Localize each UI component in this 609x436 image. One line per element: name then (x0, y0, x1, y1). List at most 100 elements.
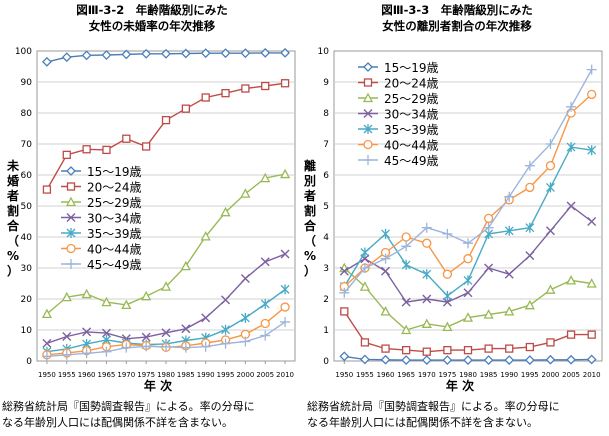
left-x-axis-label: 年 次 (144, 378, 172, 393)
right-data-point (339, 266, 349, 276)
right-y-tick-label: 1 (323, 326, 329, 336)
right-y-tick-label: 6 (323, 171, 329, 181)
left-data-point (260, 330, 271, 341)
right-data-point (380, 354, 391, 365)
right-x-tick-label: 1990 (500, 371, 518, 379)
right-series-7 (339, 64, 597, 298)
right-data-point (587, 89, 597, 100)
right-line-chart: 0 1 2 3 4 5 6 7 8 9 10 1950 1955 1960 1965 1970 1975 1980… (303, 47, 603, 393)
left-x-tick-label: 1965 (98, 371, 116, 379)
left-data-point (260, 298, 270, 309)
left-y-tick-label: 40 (21, 233, 33, 243)
left-data-point (220, 338, 231, 349)
left-data-point (240, 312, 250, 323)
right-data-point (463, 275, 473, 286)
right-data-point (421, 222, 432, 233)
right-y-tick-label: 0 (323, 357, 329, 367)
left-legend-item: 45～49歳 (61, 258, 142, 272)
left-legend-label: 20～24歳 (87, 181, 142, 195)
right-x-tick-label: 1965 (397, 371, 415, 379)
left-y-tick-label: 30 (21, 264, 33, 274)
right-x-tick-label: 1975 (438, 371, 456, 379)
left-legend-label: 30～34歳 (87, 212, 142, 226)
right-data-point (463, 345, 473, 355)
left-source-note-line1: 総務省統計局『国勢調査報告』による。率の分母に (2, 400, 255, 413)
right-data-point (339, 351, 350, 362)
left-data-point (160, 281, 172, 291)
left-data-point (101, 50, 112, 60)
right-data-point (442, 355, 453, 365)
left-data-point (240, 274, 250, 284)
right-x-tick-label: 1980 (459, 371, 477, 379)
left-series-4 (42, 249, 290, 348)
left-x-tick-label: 2005 (256, 371, 274, 379)
right-data-point (483, 309, 494, 319)
left-x-tick-label: 2010 (276, 371, 294, 379)
right-data-point (524, 355, 535, 365)
left-data-point (221, 295, 231, 305)
right-data-point (421, 355, 432, 365)
right-data-point (484, 263, 494, 273)
left-data-point (220, 206, 231, 217)
left-data-point (280, 249, 290, 259)
right-legend-label: 15～19歳 (384, 61, 439, 75)
right-data-point (546, 338, 555, 347)
left-legend-label: 25～29歳 (87, 196, 142, 210)
left-data-point (261, 81, 270, 91)
left-data-point (240, 188, 251, 198)
right-legend-item: 30～34歳 (358, 108, 439, 122)
right-data-point (381, 266, 391, 276)
left-data-point (141, 48, 152, 59)
right-data-point (442, 290, 452, 301)
left-x-tick-label: 1985 (177, 371, 195, 379)
right-data-point (463, 238, 473, 249)
left-legend-item: 20～24歳 (61, 181, 142, 195)
left-y-tick-label: 50 (21, 202, 33, 212)
right-y-tick-label: 4 (323, 233, 329, 243)
left-y-tick-label: 70 (21, 140, 33, 150)
right-data-point (380, 253, 391, 264)
left-data-point (61, 291, 72, 302)
left-chart-title-line1: 図Ⅲ-3-2 年齢階級別にみた (76, 3, 228, 17)
left-data-point (180, 48, 191, 59)
right-data-point (463, 288, 473, 298)
right-data-point (586, 64, 597, 75)
right-x-tick-label: 1995 (521, 371, 539, 379)
right-data-point (504, 191, 515, 202)
right-data-point (422, 347, 431, 356)
left-series-7 (41, 316, 291, 362)
right-data-point (566, 142, 576, 153)
right-legend-marker (363, 139, 373, 150)
right-data-point (463, 254, 473, 264)
left-data-point (81, 288, 92, 299)
right-data-point (360, 338, 370, 347)
right-data-point (443, 345, 452, 355)
left-data-point (142, 142, 151, 151)
right-series-4 (339, 201, 597, 307)
right-data-point (422, 294, 432, 304)
left-data-point (280, 79, 290, 88)
right-x-tick-label: 2005 (562, 371, 580, 379)
left-data-point (161, 115, 171, 125)
left-data-point (101, 296, 112, 307)
right-data-point (566, 354, 576, 365)
right-chart-panel: 図Ⅲ-3-3 年齢階級別にみた 女性の離別者割合の年次推移 0 1 2 3 4 5 6 7 8 9… (303, 0, 609, 436)
right-data-point (483, 213, 494, 224)
right-legend-item: 35～39歳 (358, 123, 439, 137)
left-legend-label: 45～49歳 (87, 258, 142, 272)
left-data-point (200, 341, 211, 352)
left-data-point (201, 93, 210, 102)
right-legend-label: 30～34歳 (384, 108, 439, 122)
left-data-point (200, 48, 211, 59)
right-chart-title-line2: 女性の離別者割合の年次推移 (382, 19, 532, 33)
left-data-point (122, 134, 131, 143)
right-data-point (483, 355, 494, 365)
right-data-point (401, 232, 411, 242)
right-legend-label: 40～44歳 (384, 139, 439, 153)
left-legend-marker (65, 196, 77, 207)
left-y-tick-label: 10 (21, 326, 33, 336)
right-data-point (442, 321, 453, 332)
right-legend-label: 45～49歳 (384, 154, 439, 168)
left-y-axis-label: 未婚者割合（%） (6, 158, 20, 278)
left-data-point (42, 56, 52, 67)
